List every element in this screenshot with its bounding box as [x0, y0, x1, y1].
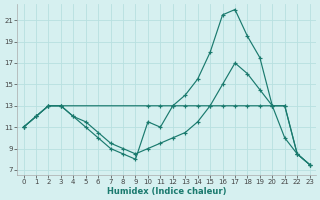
X-axis label: Humidex (Indice chaleur): Humidex (Indice chaleur) — [107, 187, 226, 196]
